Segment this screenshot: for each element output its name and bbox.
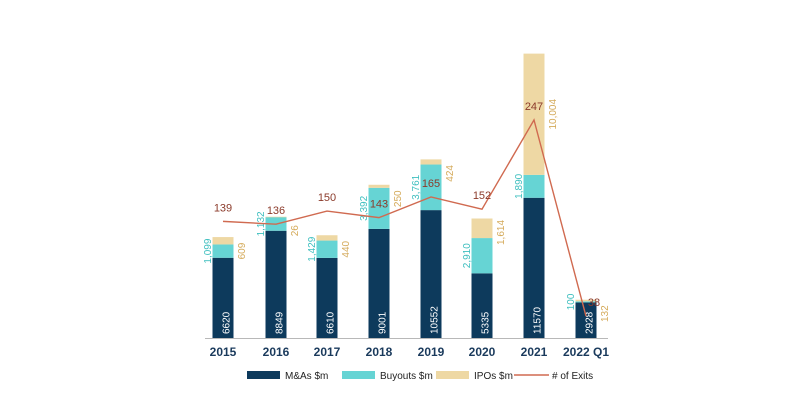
exits-label-2020: 152 bbox=[473, 190, 491, 202]
bar-buyouts-m-2020 bbox=[471, 238, 493, 274]
value-label-m-as-m-2020: 5335 bbox=[481, 311, 492, 334]
exits-label-2019: 165 bbox=[422, 178, 440, 190]
x-tick-label-2018: 2018 bbox=[366, 345, 393, 359]
value-label-ipos-m-2015: 609 bbox=[237, 242, 248, 259]
x-tick-label-2022-q1: 2022 Q1 bbox=[563, 345, 609, 359]
bar-m-as-m-2022-q1 bbox=[575, 302, 597, 338]
value-label-buyouts-m-2022-q1: 100 bbox=[566, 293, 577, 310]
legend: M&As $m Buyouts $m IPOs $m # of Exits bbox=[247, 371, 593, 382]
bar-ipos-m-2016 bbox=[265, 216, 287, 218]
bar-ipos-m-2020 bbox=[471, 218, 493, 239]
bar-ipos-m-2022-q1 bbox=[575, 299, 597, 302]
x-tick-label-2021: 2021 bbox=[521, 345, 548, 359]
bar-m-as-m-2015 bbox=[212, 257, 234, 338]
value-label-buyouts-m-2021: 1,890 bbox=[514, 173, 525, 198]
bars-layer bbox=[212, 53, 597, 338]
value-label-ipos-m-2018: 250 bbox=[393, 190, 404, 207]
bar-ipos-m-2017 bbox=[316, 235, 338, 241]
legend-label-of-exits: # of Exits bbox=[552, 371, 593, 382]
exits-label-2018: 143 bbox=[370, 199, 388, 211]
value-label-ipos-m-2016: 26 bbox=[290, 225, 301, 237]
x-axis: 2015 2016 2017 2018 2019 2020 2021 2022 Q1 bbox=[205, 338, 609, 359]
exits-label-2015: 139 bbox=[214, 202, 232, 214]
exits-label-2017: 150 bbox=[318, 192, 336, 204]
bar-m-as-m-2019 bbox=[420, 210, 442, 338]
value-label-ipos-m-2022-q1: 132 bbox=[600, 305, 611, 322]
exits-label-2016: 136 bbox=[267, 205, 285, 217]
exits-label-2021: 247 bbox=[525, 101, 543, 113]
legend-swatch-buyouts-m bbox=[342, 371, 375, 379]
value-label-m-as-m-2022-q1: 2928 bbox=[585, 311, 596, 334]
value-label-ipos-m-2020: 1,614 bbox=[496, 220, 507, 245]
value-label-ipos-m-2017: 440 bbox=[341, 240, 352, 257]
bar-buyouts-m-2018 bbox=[368, 187, 390, 229]
value-label-m-as-m-2021: 11570 bbox=[533, 306, 544, 334]
bar-buyouts-m-2022-q1 bbox=[575, 301, 597, 303]
bar-m-as-m-2016 bbox=[265, 230, 287, 338]
value-label-ipos-m-2019: 424 bbox=[445, 165, 456, 182]
bar-buyouts-m-2015 bbox=[212, 244, 234, 258]
legend-swatch-m-as-m bbox=[247, 371, 280, 379]
value-label-m-as-m-2017: 6610 bbox=[326, 311, 337, 334]
legend-label-buyouts-m: Buyouts $m bbox=[380, 371, 433, 382]
value-label-m-as-m-2016: 8849 bbox=[275, 311, 286, 334]
bar-ipos-m-2021 bbox=[523, 53, 545, 175]
value-label-ipos-m-2021: 10,004 bbox=[548, 99, 559, 130]
value-label-m-as-m-2018: 9001 bbox=[378, 311, 389, 334]
x-tick-label-2019: 2019 bbox=[418, 345, 445, 359]
bar-ipos-m-2015 bbox=[212, 237, 234, 245]
exits-line bbox=[222, 118, 587, 317]
x-tick-label-2017: 2017 bbox=[314, 345, 341, 359]
bar-ipos-m-2019 bbox=[420, 159, 442, 165]
bar-m-as-m-2021 bbox=[523, 197, 545, 338]
bar-buyouts-m-2017 bbox=[316, 240, 338, 258]
value-label-buyouts-m-2020: 2,910 bbox=[462, 243, 473, 268]
value-label-m-as-m-2015: 6620 bbox=[222, 311, 233, 334]
bar-m-as-m-2017 bbox=[316, 257, 338, 338]
bar-m-as-m-2018 bbox=[368, 228, 390, 338]
value-label-buyouts-m-2018: 3,392 bbox=[359, 195, 370, 220]
bar-m-as-m-2020 bbox=[471, 273, 493, 338]
x-tick-label-2016: 2016 bbox=[263, 345, 290, 359]
value-label-buyouts-m-2019: 3,761 bbox=[411, 174, 422, 199]
x-tick-label-2015: 2015 bbox=[210, 345, 237, 359]
value-label-buyouts-m-2015: 1,099 bbox=[203, 238, 214, 263]
value-label-buyouts-m-2017: 1,429 bbox=[307, 236, 318, 261]
bar-buyouts-m-2021 bbox=[523, 174, 545, 198]
legend-label-m-as-m: M&As $m bbox=[285, 371, 328, 382]
exits-label-2022-q1: 38 bbox=[588, 297, 600, 309]
bar-ipos-m-2018 bbox=[368, 184, 390, 188]
legend-label-ipos-m: IPOs $m bbox=[474, 371, 513, 382]
exits-line-layer: 139 136 150 143 165 152 247 38 bbox=[214, 101, 600, 317]
value-label-m-as-m-2019: 10552 bbox=[430, 306, 441, 334]
x-tick-label-2020: 2020 bbox=[469, 345, 496, 359]
legend-swatch-ipos-m bbox=[436, 371, 469, 379]
